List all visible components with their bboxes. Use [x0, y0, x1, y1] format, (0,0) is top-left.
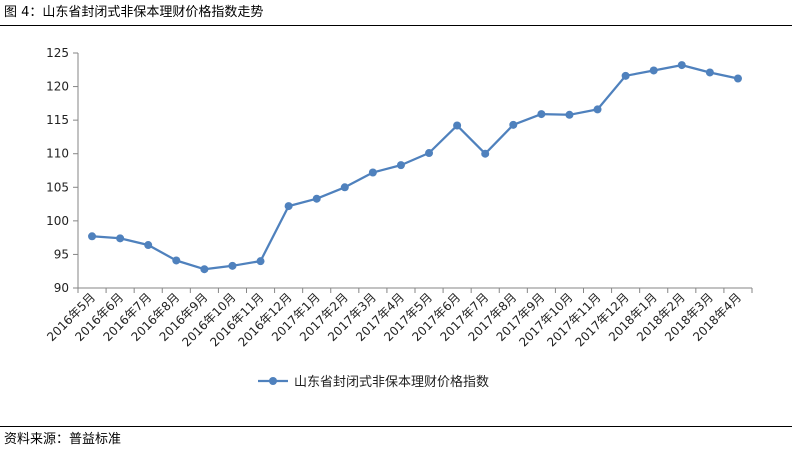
data-point: [396, 161, 405, 170]
data-point: [621, 71, 630, 80]
data-point: [509, 120, 518, 129]
data-point: [228, 261, 237, 270]
data-point: [172, 256, 181, 265]
data-point: [565, 110, 574, 119]
data-point: [144, 241, 153, 250]
data-point: [256, 257, 265, 266]
x-tick-labels: 2016年5月2016年6月2016年7月2016年8月2016年9月2016年…: [44, 290, 744, 349]
y-tick-label: 105: [46, 180, 69, 194]
top-rule: [0, 25, 792, 26]
data-point: [88, 232, 97, 241]
data-point: [593, 105, 602, 114]
data-point: [649, 66, 658, 75]
legend-marker: [269, 377, 277, 385]
y-tick-label: 95: [54, 247, 69, 261]
figure-title: 图 4：山东省封闭式非保本理财价格指数走势: [4, 5, 264, 20]
bottom-rule: [0, 426, 792, 427]
y-tick-label: 125: [46, 46, 69, 60]
data-point: [116, 234, 125, 243]
series-line: [91, 63, 739, 271]
series-layer: [88, 61, 742, 274]
data-point: [537, 110, 546, 119]
y-tick-label: 90: [54, 281, 69, 295]
data-point: [200, 265, 209, 274]
legend: 山东省封闭式非保本理财价格指数: [258, 374, 489, 390]
y-tick-label: 120: [46, 80, 69, 94]
data-point: [340, 183, 349, 192]
y-tick-label: 110: [46, 147, 69, 161]
data-point: [284, 202, 293, 211]
data-point: [425, 149, 434, 158]
y-tick-labels: 90 95 100 105 110 115 120 125: [46, 46, 69, 295]
data-point: [368, 168, 377, 177]
line-chart: 90 95 100 105 110 115 120 125 2016年5月2016年6月201…: [44, 46, 753, 390]
legend-label: 山东省封闭式非保本理财价格指数: [294, 374, 489, 390]
y-tick-label: 115: [46, 113, 69, 127]
data-point: [705, 68, 714, 77]
data-point: [453, 121, 462, 130]
chart-axes: [73, 52, 753, 293]
y-tick-label: 100: [46, 214, 69, 228]
data-point: [733, 74, 742, 83]
source-note: 资料来源：普益标准: [4, 432, 122, 447]
data-point: [481, 149, 490, 158]
data-point: [312, 194, 321, 203]
data-point: [677, 61, 686, 70]
